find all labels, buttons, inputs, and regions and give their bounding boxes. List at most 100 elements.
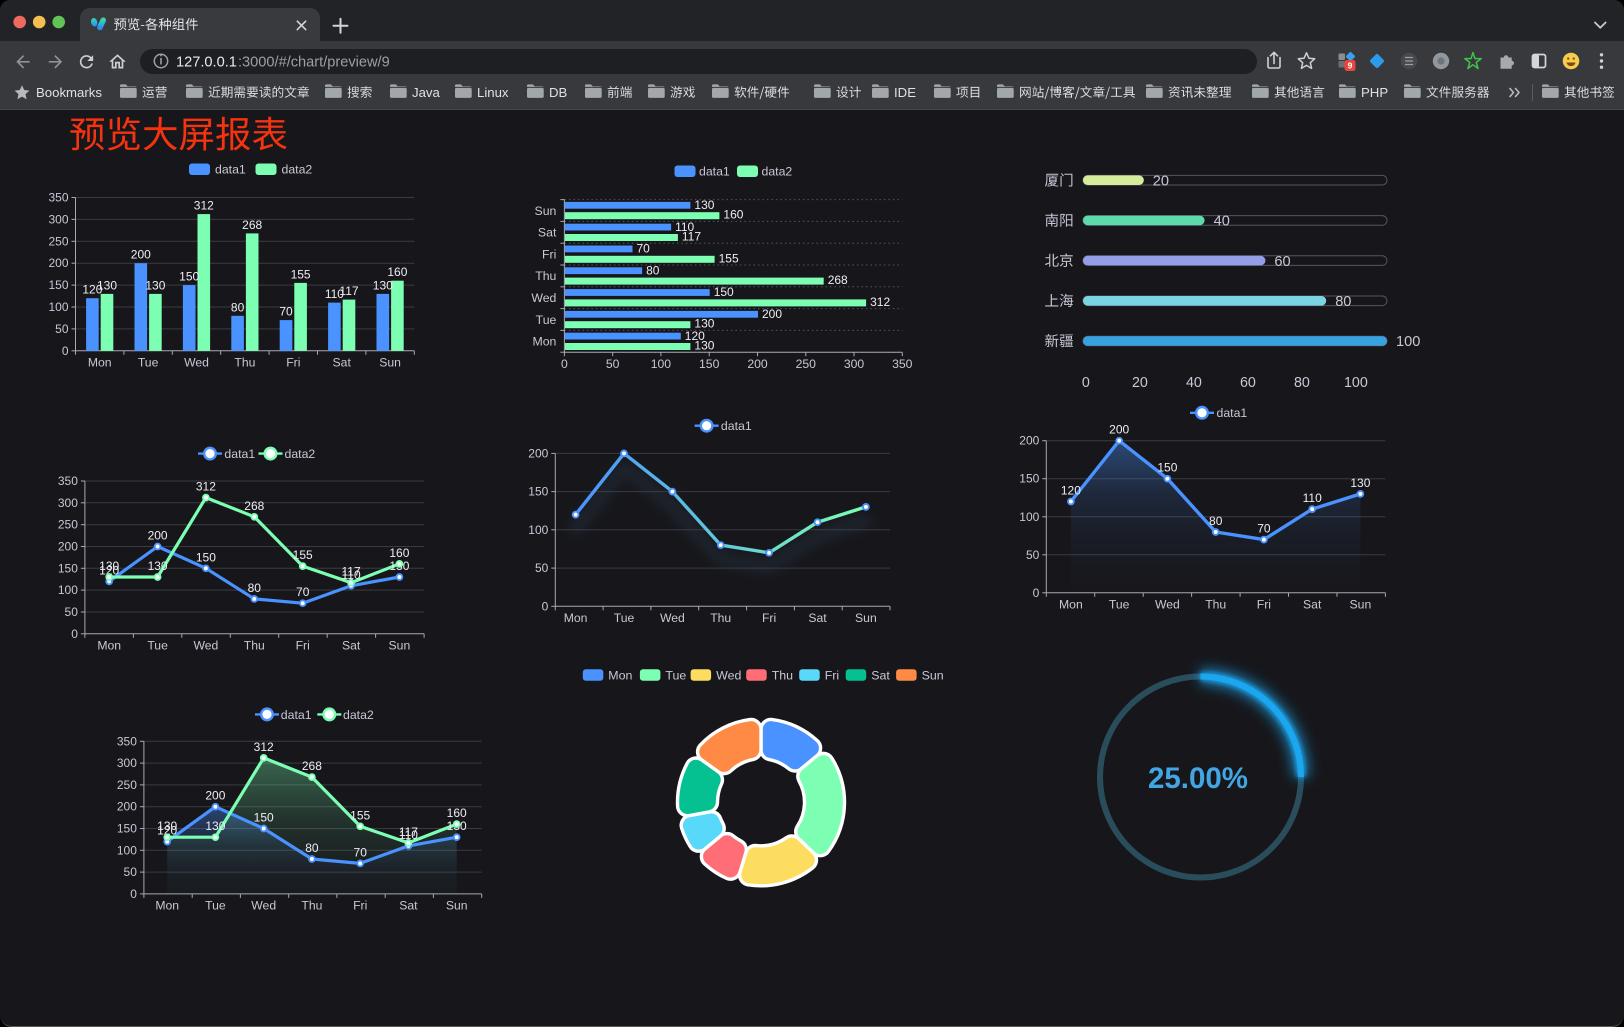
svg-text:Mon: Mon <box>1059 597 1083 611</box>
svg-text:268: 268 <box>242 218 262 232</box>
svg-text:130: 130 <box>694 317 714 331</box>
svg-text:data2: data2 <box>282 163 313 177</box>
svg-text:Mon: Mon <box>564 611 588 625</box>
svg-text:80: 80 <box>305 841 319 855</box>
svg-text:Sun: Sun <box>855 611 877 625</box>
svg-text:Tue: Tue <box>536 313 557 327</box>
svg-text:300: 300 <box>58 496 78 510</box>
svg-text:50: 50 <box>535 561 549 575</box>
svg-text:40: 40 <box>1214 214 1230 230</box>
svg-text:300: 300 <box>844 357 865 371</box>
svg-text:130: 130 <box>145 278 165 292</box>
svg-text:25.00%: 25.00% <box>1148 762 1248 795</box>
svg-text:80: 80 <box>1335 294 1351 310</box>
svg-text:Mon: Mon <box>155 898 179 912</box>
svg-text:50: 50 <box>1026 548 1040 562</box>
svg-text:Sun: Sun <box>446 898 468 912</box>
svg-text:130: 130 <box>97 278 117 292</box>
svg-text:Java: Java <box>412 85 441 100</box>
svg-text:120: 120 <box>157 824 177 838</box>
svg-text:155: 155 <box>719 251 739 265</box>
svg-text:350: 350 <box>117 734 137 748</box>
svg-text:130: 130 <box>694 198 714 212</box>
svg-text:Wed: Wed <box>184 355 209 369</box>
svg-text:Fri: Fri <box>762 611 776 625</box>
svg-text:Wed: Wed <box>660 611 685 625</box>
svg-text:200: 200 <box>762 307 782 321</box>
svg-text:Tue: Tue <box>205 898 226 912</box>
svg-text:50: 50 <box>65 605 79 619</box>
svg-text:155: 155 <box>350 808 370 822</box>
svg-text:150: 150 <box>196 550 216 564</box>
svg-text:50: 50 <box>55 322 69 336</box>
svg-text:160: 160 <box>723 208 743 222</box>
svg-text:Tue: Tue <box>614 611 635 625</box>
svg-text:117: 117 <box>339 284 358 298</box>
svg-text:100: 100 <box>1019 510 1039 524</box>
svg-text:data1: data1 <box>224 447 255 461</box>
svg-text:0: 0 <box>62 344 69 358</box>
svg-text:Mon: Mon <box>608 669 632 683</box>
svg-text:130: 130 <box>157 819 177 833</box>
svg-text:70: 70 <box>354 845 368 859</box>
svg-text:117: 117 <box>399 825 418 839</box>
svg-text:Wed: Wed <box>1155 597 1180 611</box>
svg-text:Tue: Tue <box>138 355 159 369</box>
svg-text:PHP: PHP <box>1361 85 1388 100</box>
svg-text:312: 312 <box>196 480 216 494</box>
svg-text:200: 200 <box>1019 434 1039 448</box>
svg-text:200: 200 <box>131 248 151 262</box>
svg-text:data1: data1 <box>215 163 246 177</box>
svg-text:200: 200 <box>58 540 78 554</box>
svg-text:Thu: Thu <box>710 611 731 625</box>
svg-text:100: 100 <box>1344 375 1368 391</box>
svg-text:Bookmarks: Bookmarks <box>36 85 102 100</box>
svg-text:Sat: Sat <box>538 226 557 240</box>
svg-text:130: 130 <box>1350 476 1370 490</box>
svg-text:160: 160 <box>389 546 409 560</box>
svg-text:80: 80 <box>248 581 262 595</box>
svg-text:Sat: Sat <box>1303 597 1322 611</box>
svg-text:DB: DB <box>549 85 568 100</box>
svg-text:Fri: Fri <box>353 898 367 912</box>
svg-text:20: 20 <box>1153 173 1169 189</box>
svg-text:data2: data2 <box>285 447 316 461</box>
svg-text:70: 70 <box>279 305 293 319</box>
svg-text:Mon: Mon <box>88 355 112 369</box>
svg-text:100: 100 <box>528 523 548 537</box>
svg-text:155: 155 <box>293 548 313 562</box>
svg-text:Thu: Thu <box>244 638 265 652</box>
svg-text:0: 0 <box>542 599 549 613</box>
svg-text:Sun: Sun <box>389 638 411 652</box>
svg-text:80: 80 <box>1294 375 1310 391</box>
svg-text:200: 200 <box>1109 423 1129 437</box>
svg-text:Fri: Fri <box>542 247 556 261</box>
svg-text:250: 250 <box>48 234 68 248</box>
svg-text:0: 0 <box>561 357 568 371</box>
svg-text:Sat: Sat <box>399 898 418 912</box>
svg-text:100: 100 <box>58 583 78 597</box>
svg-text:268: 268 <box>828 273 848 287</box>
svg-text::3000/#/chart/preview/9: :3000/#/chart/preview/9 <box>238 54 390 70</box>
svg-text:data1: data1 <box>721 419 752 433</box>
svg-text:268: 268 <box>244 499 264 513</box>
svg-text:Sun: Sun <box>535 204 557 218</box>
svg-text:Sun: Sun <box>922 669 944 683</box>
svg-text:350: 350 <box>48 191 68 205</box>
svg-text:Fri: Fri <box>1257 597 1271 611</box>
svg-text:127.0.0.1: 127.0.0.1 <box>176 54 237 70</box>
svg-text:110: 110 <box>325 287 344 301</box>
svg-text:0: 0 <box>1082 375 1090 391</box>
svg-text:268: 268 <box>302 759 322 773</box>
svg-text:0: 0 <box>1033 586 1040 600</box>
svg-text:150: 150 <box>117 822 137 836</box>
svg-text:Sat: Sat <box>342 638 361 652</box>
svg-text:Tue: Tue <box>1109 597 1130 611</box>
svg-text:150: 150 <box>1019 472 1039 486</box>
svg-text:110: 110 <box>399 828 418 842</box>
svg-text:110: 110 <box>342 568 361 582</box>
svg-text:Tue: Tue <box>147 638 168 652</box>
svg-text:130: 130 <box>205 819 225 833</box>
svg-text:40: 40 <box>1186 375 1202 391</box>
svg-text:130: 130 <box>373 278 393 292</box>
